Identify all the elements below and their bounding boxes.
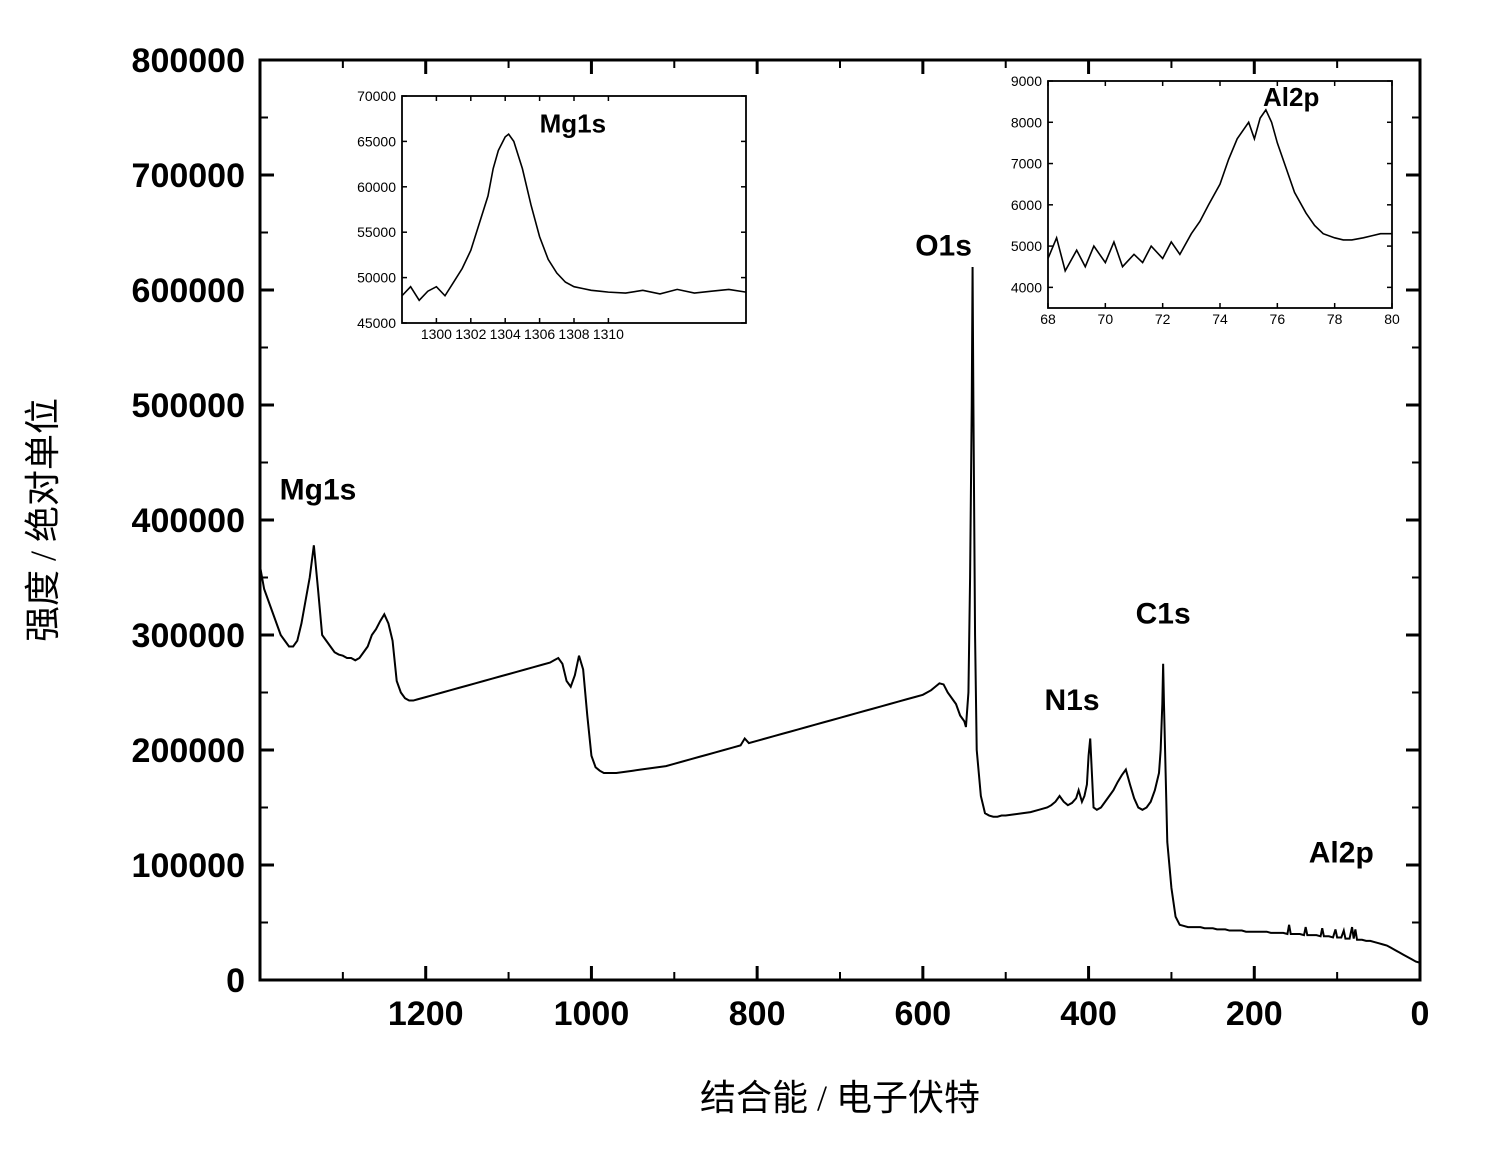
peak-label: Mg1s <box>280 473 357 506</box>
peak-label: Al2p <box>1309 837 1374 870</box>
al2p-y-tick: 6000 <box>1011 197 1042 213</box>
y-axis-label: 强度 / 绝对单位 <box>23 398 63 642</box>
mg1s-y-tick: 50000 <box>357 270 396 286</box>
y-tick-label: 500000 <box>132 387 245 425</box>
mg1s-inset: 4500050000550006000065000700001300130213… <box>347 88 752 345</box>
al2p-x-tick: 78 <box>1327 311 1343 327</box>
al2p-inset: 4000 5000 6000 7000 8000 9000 68 70 72 74 76 78 80 Al… <box>993 73 1400 330</box>
x-tick-label: 1000 <box>554 995 630 1033</box>
xps-chart-svg: 1200 1000 800 600 400 200 0 0 100000 200000 300000… <box>0 0 1485 1172</box>
al2p-y-tick: 4000 <box>1011 279 1042 295</box>
y-tick-label: 400000 <box>132 502 245 540</box>
y-tick-label: 0 <box>226 962 245 1000</box>
mg1s-y-tick: 70000 <box>357 88 396 104</box>
x-tick-label: 800 <box>729 995 786 1033</box>
y-tick-label: 300000 <box>132 617 245 655</box>
x-tick-label: 400 <box>1060 995 1117 1033</box>
mg1s-y-tick: 55000 <box>357 224 396 240</box>
mg1s-y-tick: 45000 <box>357 315 396 331</box>
chart-container: 1200 1000 800 600 400 200 0 0 100000 200000 300000… <box>0 0 1485 1172</box>
mg1s-x-tick: 1306 <box>524 326 555 342</box>
mg1s-x-tick: 1304 <box>490 326 521 342</box>
mg1s-x-tick: 1308 <box>558 326 589 342</box>
y-tick-label: 600000 <box>132 272 245 310</box>
mg1s-y-tick: 60000 <box>357 179 396 195</box>
al2p-x-tick: 74 <box>1212 311 1228 327</box>
al2p-y-tick: 5000 <box>1011 238 1042 254</box>
y-tick-label: 200000 <box>132 732 245 770</box>
al2p-y-tick: 7000 <box>1011 156 1042 172</box>
mg1s-title: Mg1s <box>540 108 606 138</box>
al2p-x-tick: 80 <box>1384 311 1400 327</box>
mg1s-x-tick: 1300 <box>421 326 452 342</box>
al2p-y-tick: 8000 <box>1011 114 1042 130</box>
peak-label: C1s <box>1136 598 1191 631</box>
mg1s-y-tick: 65000 <box>357 133 396 149</box>
x-tick-label: 1200 <box>388 995 464 1033</box>
peak-label: O1s <box>915 230 972 263</box>
x-tick-label: 600 <box>894 995 951 1033</box>
y-tick-label: 100000 <box>132 847 245 885</box>
x-axis-label: 结合能 / 电子伏特 <box>700 1078 980 1118</box>
y-tick-label: 700000 <box>132 157 245 195</box>
y-tick-label: 800000 <box>132 42 245 80</box>
x-tick-label: 0 <box>1411 995 1430 1033</box>
al2p-title: Al2p <box>1263 82 1319 112</box>
peak-label: N1s <box>1044 684 1099 717</box>
al2p-y-tick: 9000 <box>1011 73 1042 89</box>
mg1s-x-tick: 1302 <box>455 326 486 342</box>
mg1s-x-tick: 1310 <box>593 326 624 342</box>
x-tick-label: 200 <box>1226 995 1283 1033</box>
al2p-x-tick: 72 <box>1155 311 1171 327</box>
xps-survey-spectrum <box>260 267 1420 963</box>
al2p-x-tick: 68 <box>1040 311 1056 327</box>
al2p-x-tick: 76 <box>1270 311 1286 327</box>
al2p-x-tick: 70 <box>1098 311 1114 327</box>
